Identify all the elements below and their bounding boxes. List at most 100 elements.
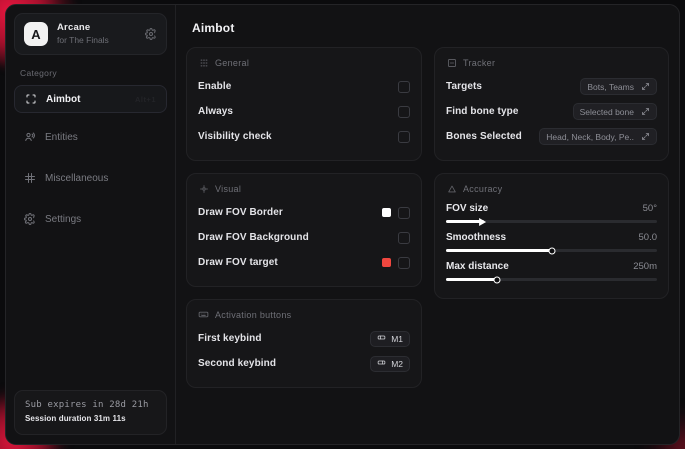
profile-card[interactable]: A Arcane for The Finals: [14, 13, 167, 55]
mouse-icon: [377, 358, 386, 369]
page-title: Aimbot: [192, 21, 235, 35]
main-content: Aimbot General Enable: [176, 5, 679, 444]
session-duration-text: Session duration 31m 11s: [25, 414, 126, 423]
row-control: [398, 80, 410, 93]
expand-icon: [641, 107, 650, 116]
app-window: A Arcane for The Finals Category Aimbot …: [5, 4, 680, 445]
gear-icon[interactable]: [145, 28, 157, 40]
panel-activation-buttons: Activation buttons First keybind M1: [186, 299, 422, 388]
visibility-check-checkbox[interactable]: [398, 130, 410, 143]
profile-name: Arcane: [57, 22, 91, 33]
row-label: Visibility check: [198, 131, 272, 142]
row-label: Enable: [198, 81, 232, 92]
row-control: [382, 231, 410, 244]
row-enable[interactable]: Enable: [198, 74, 410, 99]
panel-accuracy-header: Accuracy: [446, 183, 657, 200]
slider-value: 50°: [642, 203, 657, 214]
slider-max-distance[interactable]: Max distance 250m: [446, 258, 657, 287]
panel-general-header: General: [198, 57, 410, 74]
panel-title: Accuracy: [463, 183, 503, 194]
sub-expiry-text: Sub expires in 28d 21h: [25, 400, 149, 410]
fov-target-color-swatch[interactable]: [382, 258, 391, 267]
slider-knob[interactable]: [548, 247, 555, 254]
mouse-icon: [377, 333, 386, 344]
slider-knob[interactable]: [493, 276, 501, 283]
row-draw-fov-background[interactable]: Draw FOV Background: [198, 225, 410, 250]
row-control: [382, 256, 410, 269]
second-keybind-chip[interactable]: M2: [370, 355, 410, 372]
sidebar-item-label: Miscellaneous: [45, 172, 109, 184]
row-find-bone-type[interactable]: Find bone type Selected bone: [446, 99, 657, 124]
category-label: Category: [20, 68, 57, 78]
panel-visual: Visual Draw FOV Border Draw FOV Backgrou…: [186, 173, 422, 287]
sidebar-item-aimbot[interactable]: Aimbot Alt+1: [14, 85, 167, 113]
row-control: [398, 105, 410, 118]
first-keybind-chip[interactable]: M1: [370, 330, 410, 347]
row-draw-fov-border[interactable]: Draw FOV Border: [198, 200, 410, 225]
expand-icon: [641, 132, 650, 141]
sidebar-item-settings[interactable]: Settings: [14, 205, 167, 233]
fov-border-color-swatch[interactable]: [382, 208, 391, 217]
panel-tracker: Tracker Targets Bots, Teams: [434, 47, 669, 161]
panel-activation-header: Activation buttons: [198, 309, 410, 326]
triangle-icon: [446, 183, 457, 194]
fov-background-checkbox[interactable]: [398, 231, 410, 244]
eye-icon: [198, 183, 209, 194]
find-bone-type-dropdown[interactable]: Selected bone: [572, 103, 657, 120]
panel-general: General Enable Always: [186, 47, 422, 161]
row-label: Targets: [446, 81, 483, 92]
panel-title: Visual: [215, 183, 242, 194]
keyboard-icon: [198, 309, 209, 320]
panel-accuracy: Accuracy FOV size 50°: [434, 173, 669, 299]
panel-columns: General Enable Always: [186, 47, 669, 434]
left-column: General Enable Always: [186, 47, 422, 388]
slider-value: 50.0: [638, 232, 658, 243]
slider-fov-size[interactable]: FOV size 50°: [446, 200, 657, 229]
slider-header: Max distance 250m: [446, 261, 657, 278]
profile-text: Arcane for The Finals: [57, 22, 136, 46]
slider-knob[interactable]: [479, 217, 487, 226]
row-visibility-check[interactable]: Visibility check: [198, 124, 410, 149]
row-bones-selected[interactable]: Bones Selected Head, Neck, Body, Pe..: [446, 124, 657, 149]
target-box-icon: [446, 57, 457, 68]
always-checkbox[interactable]: [398, 105, 410, 118]
right-column: Tracker Targets Bots, Teams: [434, 47, 669, 299]
entities-icon: [23, 131, 36, 144]
slider-fill: [446, 278, 497, 281]
row-first-keybind[interactable]: First keybind M1: [198, 326, 410, 351]
sidebar-item-miscellaneous[interactable]: Miscellaneous: [14, 164, 167, 192]
slider-track[interactable]: [446, 247, 657, 254]
sidebar-item-entities[interactable]: Entities: [14, 123, 167, 151]
sidebar-item-shortcut: Alt+1: [134, 94, 156, 104]
slider-header: FOV size 50°: [446, 203, 657, 220]
row-control: [382, 206, 410, 219]
enable-checkbox[interactable]: [398, 80, 410, 93]
panel-title: Tracker: [463, 57, 496, 68]
gear-icon: [23, 213, 36, 226]
profile-subtitle: for The Finals: [57, 35, 109, 45]
sidebar: A Arcane for The Finals Category Aimbot …: [6, 5, 176, 444]
slider-track[interactable]: [446, 217, 657, 226]
sliders-icon: [23, 172, 36, 185]
row-draw-fov-target[interactable]: Draw FOV target: [198, 250, 410, 275]
subscription-status-card: Sub expires in 28d 21h Session duration …: [14, 390, 167, 435]
row-always[interactable]: Always: [198, 99, 410, 124]
row-targets[interactable]: Targets Bots, Teams: [446, 74, 657, 99]
bones-selected-dropdown[interactable]: Head, Neck, Body, Pe..: [539, 128, 657, 145]
row-second-keybind[interactable]: Second keybind M2: [198, 351, 410, 376]
slider-track[interactable]: [446, 276, 657, 283]
sidebar-item-label: Settings: [45, 213, 82, 225]
sidebar-item-label: Aimbot: [46, 93, 81, 105]
targets-dropdown[interactable]: Bots, Teams: [580, 78, 657, 95]
targets-value: Bots, Teams: [587, 81, 634, 92]
slider-smoothness[interactable]: Smoothness 50.0: [446, 229, 657, 258]
slider-fill: [446, 249, 552, 252]
fov-target-checkbox[interactable]: [398, 256, 410, 269]
panel-title: Activation buttons: [215, 309, 292, 320]
row-label: Draw FOV Background: [198, 232, 309, 243]
row-label: Second keybind: [198, 358, 277, 369]
expand-icon: [641, 82, 650, 91]
fov-border-checkbox[interactable]: [398, 206, 410, 219]
crosshair-icon: [24, 93, 37, 106]
slider-label: Max distance: [446, 261, 509, 272]
